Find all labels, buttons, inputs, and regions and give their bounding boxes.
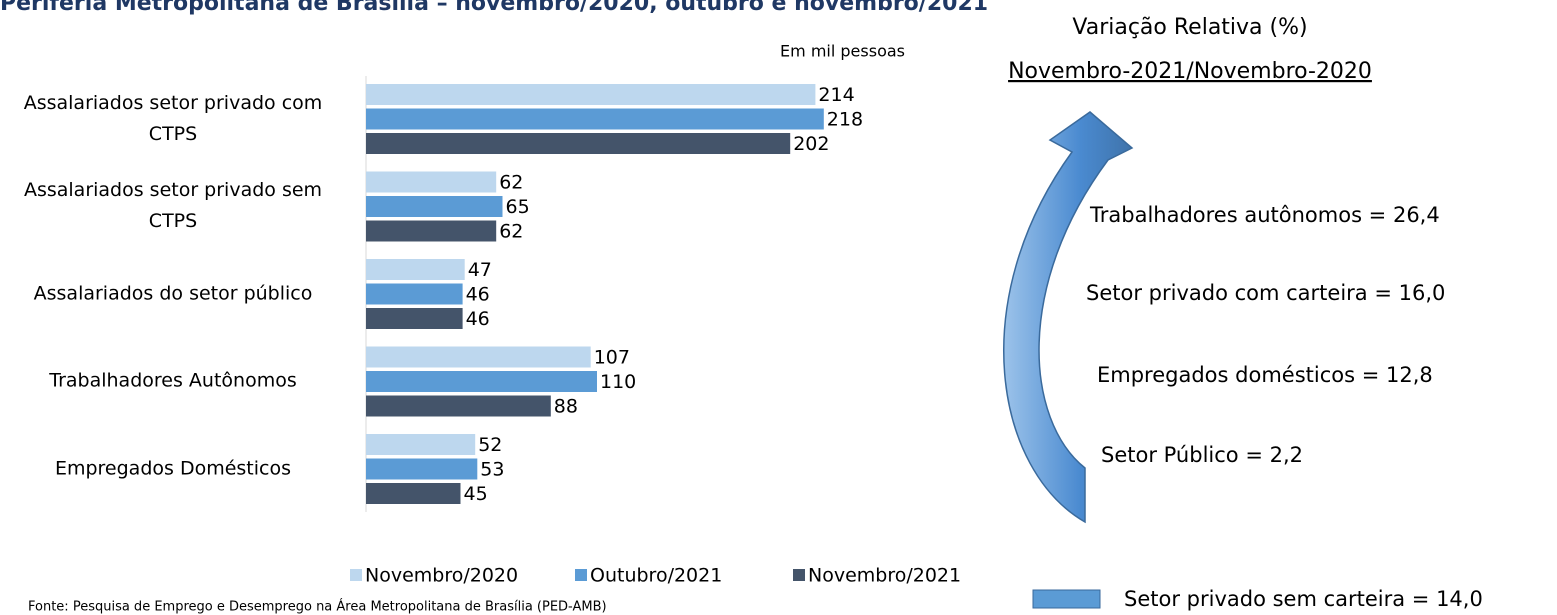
bar — [366, 171, 497, 193]
unit-label: Em mil pessoas — [780, 42, 905, 61]
bar — [366, 308, 463, 329]
value-label: 62 — [499, 172, 523, 194]
bar — [366, 133, 791, 154]
bar — [366, 84, 816, 105]
bar — [366, 395, 551, 417]
panel-item: Setor privado sem carteira = 14,0 — [1124, 587, 1483, 611]
value-label: 52 — [478, 434, 502, 456]
value-label: 214 — [818, 84, 854, 106]
legend-label: Novembro/2021 — [808, 565, 961, 587]
value-label: 53 — [480, 459, 504, 481]
legend-swatch — [575, 569, 587, 581]
bar — [366, 458, 478, 480]
bar — [366, 196, 503, 217]
bar — [366, 483, 461, 504]
value-label: 88 — [554, 396, 578, 418]
bar — [366, 220, 497, 242]
value-label: 46 — [466, 308, 490, 330]
bar — [366, 346, 591, 368]
legend-swatch — [793, 569, 805, 581]
value-label: 107 — [594, 347, 630, 369]
panel-item: Trabalhadores autônomos = 26,4 — [1089, 203, 1440, 227]
category-label: Assalariados setor privado com CTPS — [23, 91, 323, 145]
panel-item: Setor Público = 2,2 — [1101, 443, 1303, 467]
value-label: 218 — [827, 109, 863, 131]
legend-label: Outubro/2021 — [590, 565, 722, 587]
value-label: 62 — [499, 221, 523, 243]
panel-item: Empregados domésticos = 12,8 — [1097, 363, 1433, 387]
source: Fonte: Pesquisa de Emprego e Desemprego … — [28, 599, 607, 615]
bar — [366, 434, 476, 455]
bar — [366, 259, 465, 280]
category-label: Empregados Domésticos — [54, 457, 292, 480]
legend-label: Novembro/2020 — [365, 565, 518, 587]
value-label: 46 — [466, 284, 490, 306]
value-label: 45 — [464, 483, 488, 505]
category-label: Trabalhadores Autônomos — [49, 369, 297, 392]
legend-swatch — [350, 569, 362, 581]
category-label: Assalariados do setor público — [33, 282, 313, 305]
value-label: 110 — [600, 371, 636, 393]
panel-subtitle: Novembro-2021/Novembro-2020 — [1008, 59, 1372, 84]
bar — [366, 371, 597, 392]
arrow — [1003, 111, 1134, 524]
value-label: 202 — [793, 133, 829, 155]
value-label: 65 — [506, 196, 530, 218]
category-label: Assalariados setor privado sem CTPS — [23, 179, 323, 233]
value-label: 47 — [468, 259, 492, 281]
panel-swatch — [1032, 589, 1101, 609]
bar — [366, 108, 824, 130]
panel-item: Setor privado com carteira = 16,0 — [1086, 281, 1445, 305]
chart-title: Periferia Metropolitana de Brasília – no… — [0, 0, 988, 16]
bar — [366, 283, 463, 305]
panel-title: Variação Relativa (%) — [1072, 15, 1307, 40]
